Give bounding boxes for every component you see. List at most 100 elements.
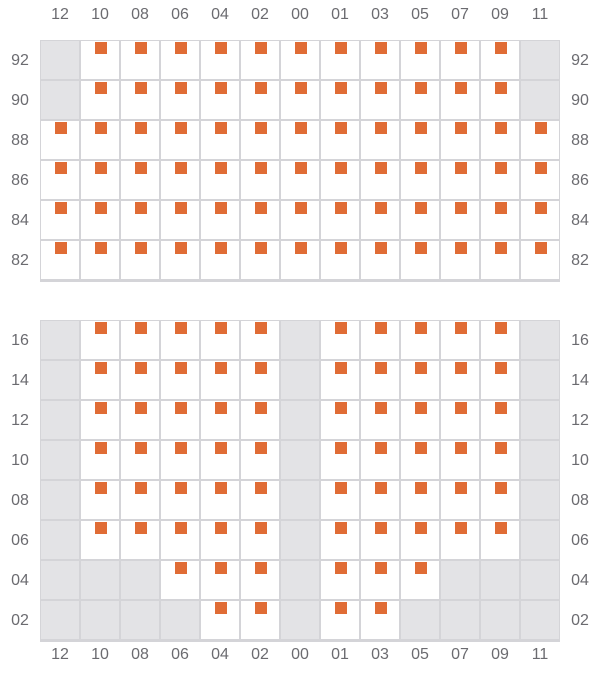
seat-cell[interactable]: [321, 601, 359, 639]
seat-cell[interactable]: [321, 41, 359, 79]
seat-cell[interactable]: [161, 241, 199, 279]
seat-cell[interactable]: [161, 401, 199, 439]
seat-06-10[interactable]: [95, 522, 107, 534]
seat-cell[interactable]: [441, 201, 479, 239]
seat-cell[interactable]: [121, 521, 159, 559]
seat-14-04[interactable]: [215, 362, 227, 374]
seat-86-03[interactable]: [375, 162, 387, 174]
seat-cell[interactable]: [441, 241, 479, 279]
seat-cell[interactable]: [41, 201, 79, 239]
seat-cell[interactable]: [441, 521, 479, 559]
seat-82-12[interactable]: [55, 242, 67, 254]
seat-82-04[interactable]: [215, 242, 227, 254]
seat-08-10[interactable]: [95, 482, 107, 494]
seat-cell[interactable]: [521, 161, 559, 199]
seat-12-02[interactable]: [255, 402, 267, 414]
seat-cell[interactable]: [321, 441, 359, 479]
seat-cell[interactable]: [241, 161, 279, 199]
seat-cell[interactable]: [201, 201, 239, 239]
seat-cell[interactable]: [481, 521, 519, 559]
seat-84-11[interactable]: [535, 202, 547, 214]
seat-82-08[interactable]: [135, 242, 147, 254]
seat-84-02[interactable]: [255, 202, 267, 214]
seat-cell[interactable]: [521, 241, 559, 279]
seat-cell[interactable]: [81, 241, 119, 279]
seat-92-06[interactable]: [175, 42, 187, 54]
seat-08-08[interactable]: [135, 482, 147, 494]
seat-92-09[interactable]: [495, 42, 507, 54]
seat-16-10[interactable]: [95, 322, 107, 334]
seat-92-04[interactable]: [215, 42, 227, 54]
seat-86-12[interactable]: [55, 162, 67, 174]
seat-cell[interactable]: [401, 361, 439, 399]
seat-cell[interactable]: [521, 201, 559, 239]
seat-90-09[interactable]: [495, 82, 507, 94]
seat-10-08[interactable]: [135, 442, 147, 454]
seat-10-07[interactable]: [455, 442, 467, 454]
seat-92-00[interactable]: [295, 42, 307, 54]
seat-cell[interactable]: [441, 401, 479, 439]
seat-cell[interactable]: [121, 121, 159, 159]
seat-cell[interactable]: [81, 41, 119, 79]
seat-12-09[interactable]: [495, 402, 507, 414]
seat-04-05[interactable]: [415, 562, 427, 574]
seat-06-09[interactable]: [495, 522, 507, 534]
seat-cell[interactable]: [321, 361, 359, 399]
seat-cell[interactable]: [401, 201, 439, 239]
seat-08-07[interactable]: [455, 482, 467, 494]
seat-90-00[interactable]: [295, 82, 307, 94]
seat-cell[interactable]: [481, 441, 519, 479]
seat-cell[interactable]: [361, 81, 399, 119]
seat-cell[interactable]: [521, 121, 559, 159]
seat-cell[interactable]: [201, 81, 239, 119]
seat-12-06[interactable]: [175, 402, 187, 414]
seat-cell[interactable]: [361, 601, 399, 639]
seat-16-06[interactable]: [175, 322, 187, 334]
seat-cell[interactable]: [201, 481, 239, 519]
seat-90-08[interactable]: [135, 82, 147, 94]
seat-86-00[interactable]: [295, 162, 307, 174]
seat-88-00[interactable]: [295, 122, 307, 134]
seat-cell[interactable]: [41, 121, 79, 159]
seat-cell[interactable]: [401, 441, 439, 479]
seat-cell[interactable]: [81, 121, 119, 159]
seat-92-10[interactable]: [95, 42, 107, 54]
seat-cell[interactable]: [241, 441, 279, 479]
seat-84-06[interactable]: [175, 202, 187, 214]
seat-cell[interactable]: [161, 361, 199, 399]
seat-cell[interactable]: [121, 481, 159, 519]
seat-90-04[interactable]: [215, 82, 227, 94]
seat-cell[interactable]: [321, 321, 359, 359]
seat-cell[interactable]: [281, 241, 319, 279]
seat-cell[interactable]: [241, 481, 279, 519]
seat-cell[interactable]: [401, 401, 439, 439]
seat-cell[interactable]: [121, 441, 159, 479]
seat-cell[interactable]: [401, 241, 439, 279]
seat-cell[interactable]: [81, 81, 119, 119]
seat-82-06[interactable]: [175, 242, 187, 254]
seat-cell[interactable]: [321, 81, 359, 119]
seat-08-02[interactable]: [255, 482, 267, 494]
seat-10-01[interactable]: [335, 442, 347, 454]
seat-cell[interactable]: [161, 201, 199, 239]
seat-14-02[interactable]: [255, 362, 267, 374]
seat-16-08[interactable]: [135, 322, 147, 334]
seat-14-07[interactable]: [455, 362, 467, 374]
seat-08-06[interactable]: [175, 482, 187, 494]
seat-cell[interactable]: [161, 161, 199, 199]
seat-10-04[interactable]: [215, 442, 227, 454]
seat-cell[interactable]: [121, 241, 159, 279]
seat-cell[interactable]: [361, 121, 399, 159]
seat-cell[interactable]: [281, 121, 319, 159]
seat-84-08[interactable]: [135, 202, 147, 214]
seat-cell[interactable]: [361, 481, 399, 519]
seat-cell[interactable]: [121, 321, 159, 359]
seat-90-07[interactable]: [455, 82, 467, 94]
seat-cell[interactable]: [121, 361, 159, 399]
seat-10-10[interactable]: [95, 442, 107, 454]
seat-92-01[interactable]: [335, 42, 347, 54]
seat-06-06[interactable]: [175, 522, 187, 534]
seat-cell[interactable]: [281, 201, 319, 239]
seat-88-04[interactable]: [215, 122, 227, 134]
seat-12-10[interactable]: [95, 402, 107, 414]
